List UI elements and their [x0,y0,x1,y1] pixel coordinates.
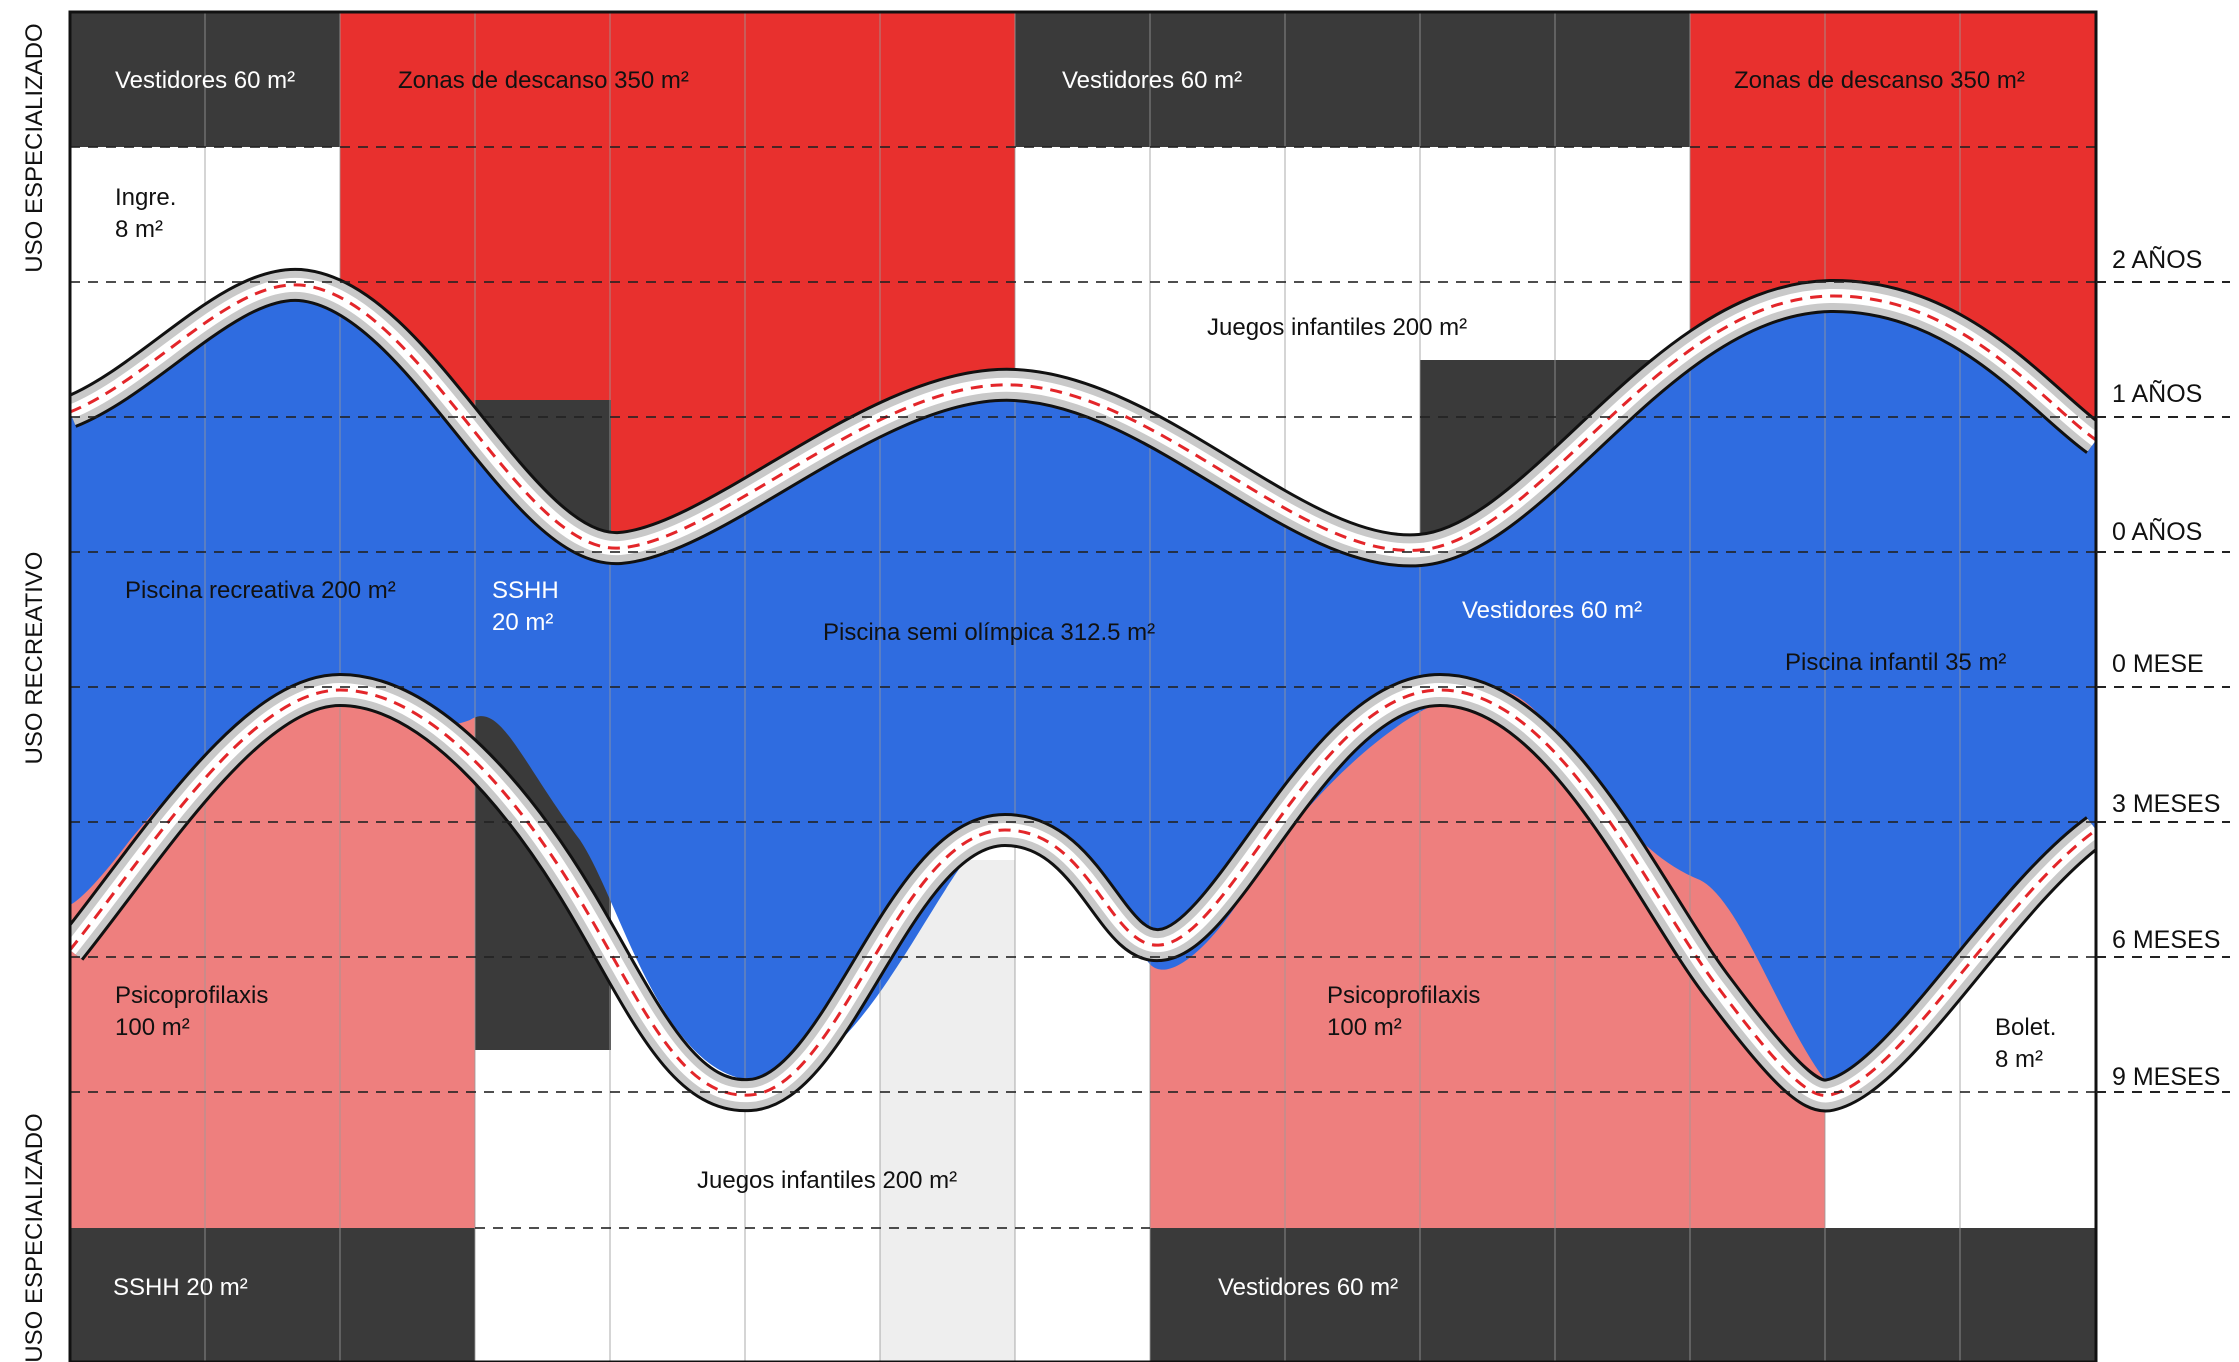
axis-label-1-anos: 1 AÑOS [2112,379,2202,408]
label-psico-right-area: 100 m² [1327,1014,1402,1041]
label-vestidores-top-left: Vestidores 60 m² [115,67,295,94]
label-descanso-right: Zonas de descanso 350 m² [1734,67,2025,94]
vestidores-top-mid-zone [1015,12,1690,147]
label-sshh-bottom: SSHH 20 m² [113,1274,248,1301]
vestidores-bottom-zone [1150,1228,2096,1362]
label-ingreso-area: 8 m² [115,216,163,243]
upper-corridor [70,267,2096,568]
label-piscina-infantil: Piscina infantil 35 m² [1785,649,2006,676]
axis-label-2-anos: 2 AÑOS [2112,245,2202,274]
label-boleteria-name: Bolet. [1995,1014,2056,1041]
horizontal-dashes [70,146,2096,1229]
label-vestidores-mid: Vestidores 60 m² [1462,597,1642,624]
label-juegos-bottom: Juegos infantiles 200 m² [697,1167,957,1194]
label-ingreso-name: Ingre. [115,184,176,211]
axis-dashes [2096,281,2230,1093]
side-label-middle: USO RECREATIVO [21,552,48,765]
label-descanso-left: Zonas de descanso 350 m² [398,67,689,94]
zone-labels: Vestidores 60 m² Zonas de descanso 350 m… [113,67,2056,1301]
label-piscina-recreativa: Piscina recreativa 200 m² [125,577,396,604]
axis-label-0-anos: 0 AÑOS [2112,517,2202,546]
label-piscina-semi: Piscina semi olímpica 312.5 m² [823,619,1155,646]
side-label-bottom: USO ESPECIALIZADO [21,1113,48,1362]
label-vestidores-bottom: Vestidores 60 m² [1218,1274,1398,1301]
label-juegos-top: Juegos infantiles 200 m² [1207,314,1467,341]
axis-label-3-meses: 3 MESES [2112,790,2220,818]
label-sshh-mid-name: SSHH [492,577,559,604]
side-label-top: USO ESPECIALIZADO [21,23,48,272]
sshh-bottom-zone [70,1228,475,1362]
label-vestidores-top-mid: Vestidores 60 m² [1062,67,1242,94]
label-psico-left-area: 100 m² [115,1014,190,1041]
lower-corridor [70,672,2096,1113]
axis-label-9-meses: 9 MESES [2112,1063,2220,1091]
label-sshh-mid-area: 20 m² [492,609,553,636]
axis-label-6-meses: 6 MESES [2112,926,2220,954]
pool-band [70,284,2096,1096]
axis-labels: 2 AÑOS 1 AÑOS 0 AÑOS 0 MESE 3 MESES 6 ME… [2112,245,2220,1091]
label-psico-left-name: Psicoprofilaxis [115,982,268,1009]
axis-label-0-mese: 0 MESE [2112,650,2204,678]
label-boleteria-area: 8 m² [1995,1046,2043,1073]
label-psico-right-name: Psicoprofilaxis [1327,982,1480,1009]
